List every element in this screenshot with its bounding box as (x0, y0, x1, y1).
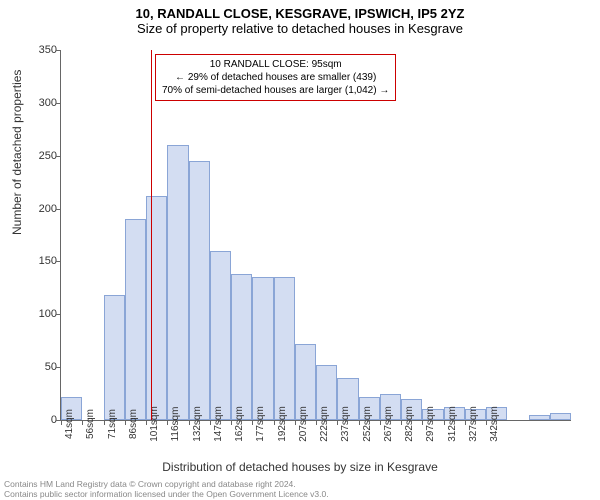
x-tick-mark (465, 420, 466, 425)
x-tick-label: 237sqm (340, 406, 351, 442)
x-tick-label: 192sqm (277, 406, 288, 442)
x-tick-mark (316, 420, 317, 425)
footer-attribution: Contains HM Land Registry data © Crown c… (4, 479, 329, 499)
annotation-line: 70% of semi-detached houses are larger (… (162, 84, 389, 97)
y-tick-label: 300 (39, 97, 57, 109)
x-tick-mark (295, 420, 296, 425)
histogram-bar (550, 413, 571, 420)
x-tick-mark (61, 420, 62, 425)
y-tick-mark (56, 156, 61, 157)
x-tick-label: 252sqm (362, 406, 373, 442)
x-tick-label: 267sqm (383, 406, 394, 442)
x-tick-label: 71sqm (107, 409, 118, 439)
y-tick-label: 150 (39, 255, 57, 267)
x-tick-label: 222sqm (319, 406, 330, 442)
x-tick-label: 147sqm (213, 406, 224, 442)
x-tick-label: 282sqm (404, 406, 415, 442)
footer-line2: Contains public sector information licen… (4, 489, 329, 499)
x-tick-label: 342sqm (489, 406, 500, 442)
histogram-bar (167, 145, 188, 420)
histogram-bar (146, 196, 167, 420)
x-tick-mark (444, 420, 445, 425)
x-tick-mark (337, 420, 338, 425)
histogram-bar (231, 274, 252, 420)
x-tick-mark (359, 420, 360, 425)
chart-title-line2: Size of property relative to detached ho… (0, 21, 600, 38)
plot-region: 05010015020025030035041sqm56sqm71sqm86sq… (60, 50, 571, 421)
marker-line (151, 50, 152, 420)
x-tick-mark (189, 420, 190, 425)
x-tick-label: 327sqm (468, 406, 479, 442)
y-tick-label: 200 (39, 203, 57, 215)
x-tick-mark (125, 420, 126, 425)
y-tick-mark (56, 261, 61, 262)
x-tick-mark (401, 420, 402, 425)
x-axis-label: Distribution of detached houses by size … (0, 460, 600, 474)
x-tick-mark (252, 420, 253, 425)
y-tick-mark (56, 103, 61, 104)
x-tick-label: 162sqm (234, 406, 245, 442)
histogram-bar (210, 251, 231, 420)
annotation-line: ← 29% of detached houses are smaller (43… (162, 71, 389, 84)
x-tick-label: 312sqm (447, 406, 458, 442)
x-tick-mark (380, 420, 381, 425)
x-tick-mark (104, 420, 105, 425)
x-tick-label: 56sqm (85, 409, 96, 439)
histogram-bar (529, 415, 550, 420)
y-tick-label: 250 (39, 150, 57, 162)
x-tick-mark (82, 420, 83, 425)
histogram-bar (104, 295, 125, 420)
histogram-bar (189, 161, 210, 420)
x-tick-label: 116sqm (170, 407, 181, 442)
x-tick-mark (210, 420, 211, 425)
x-tick-mark (167, 420, 168, 425)
y-tick-label: 100 (39, 308, 57, 320)
y-tick-mark (56, 50, 61, 51)
chart-area: 05010015020025030035041sqm56sqm71sqm86sq… (60, 50, 570, 420)
x-tick-label: 207sqm (298, 406, 309, 442)
x-tick-label: 86sqm (128, 409, 139, 439)
x-tick-mark (231, 420, 232, 425)
histogram-bar (252, 277, 273, 420)
chart-title-line1: 10, RANDALL CLOSE, KESGRAVE, IPSWICH, IP… (0, 0, 600, 21)
x-tick-label: 177sqm (255, 406, 266, 442)
y-tick-mark (56, 314, 61, 315)
annotation-line: 10 RANDALL CLOSE: 95sqm (162, 58, 389, 71)
x-tick-label: 41sqm (64, 409, 75, 439)
x-tick-label: 132sqm (192, 406, 203, 442)
x-tick-mark (146, 420, 147, 425)
histogram-bar (274, 277, 295, 420)
y-tick-label: 350 (39, 44, 57, 56)
y-tick-mark (56, 367, 61, 368)
x-tick-mark (422, 420, 423, 425)
footer-line1: Contains HM Land Registry data © Crown c… (4, 479, 329, 489)
x-tick-mark (274, 420, 275, 425)
x-tick-mark (486, 420, 487, 425)
x-tick-label: 297sqm (425, 406, 436, 442)
histogram-bar (125, 219, 146, 420)
annotation-box: 10 RANDALL CLOSE: 95sqm← 29% of detached… (155, 54, 396, 101)
y-axis-label: Number of detached properties (10, 70, 24, 235)
y-tick-mark (56, 209, 61, 210)
